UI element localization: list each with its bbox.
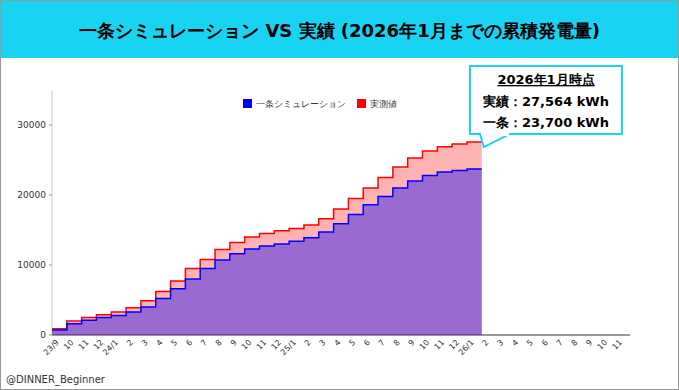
series-area <box>52 142 482 335</box>
x-tick-label: 7 <box>377 338 387 348</box>
legend-swatch <box>357 99 366 108</box>
x-tick-label: 11 <box>433 338 447 352</box>
x-tick-label: 5 <box>169 338 179 348</box>
title-band <box>1 1 678 58</box>
x-tick-label: 10 <box>418 338 432 352</box>
page-frame <box>1 1 679 390</box>
annotation: 一条：23,700 kWh <box>483 115 609 130</box>
x-tick-label: 3 <box>140 338 150 348</box>
plot-area <box>52 142 482 335</box>
x-tick-label: 11 <box>255 338 269 352</box>
x-tick-label: 10 <box>62 338 76 352</box>
title: 一条シミュレーション VS 実績 (2026年1月までの累積発電量) <box>79 20 600 41</box>
y-tick <box>49 265 52 266</box>
annotation: 実績：27,564 kWh <box>482 94 609 109</box>
x-tick-label: 10 <box>596 338 610 352</box>
x-tick-label: 2 <box>125 338 135 348</box>
y-tick <box>49 335 52 336</box>
y-tick-label: 0 <box>40 330 46 340</box>
x-tick-label: 8 <box>570 338 580 348</box>
x-tick-label: 9 <box>584 338 594 348</box>
x-tick-label: 5 <box>347 338 357 348</box>
y-tick-label: 10000 <box>17 260 46 270</box>
y-tick-label: 20000 <box>17 190 46 200</box>
x-tick-label: 26/1 <box>457 338 476 357</box>
annotation: 2026年1月時点 <box>497 72 594 87</box>
x-tick-label: 4 <box>155 338 165 348</box>
x-tick-label: 9 <box>229 338 239 348</box>
x-tick-label: 25/1 <box>279 338 298 357</box>
credit: @DINNER_Beginner <box>6 374 106 386</box>
x-tick-label: 10 <box>240 338 254 352</box>
y-tick <box>49 125 52 126</box>
series-area <box>52 169 482 335</box>
callout-box <box>470 66 622 134</box>
x-tick-label: 6 <box>184 338 194 348</box>
x-tick-label: 7 <box>199 338 209 348</box>
callout-join <box>481 132 509 136</box>
x-tick-label: 7 <box>555 338 565 348</box>
x-tick-label: 3 <box>495 338 505 348</box>
x-tick-label: 8 <box>392 338 402 348</box>
x-tick-label: 23/9 <box>42 338 61 357</box>
x-tick-label: 2 <box>303 338 313 348</box>
x-tick-label: 8 <box>214 338 224 348</box>
x-tick-label: 6 <box>362 338 372 348</box>
x-tick-label: 2 <box>481 338 491 348</box>
y-tick <box>49 195 52 196</box>
legend-label: 一条シミュレーション <box>256 99 346 109</box>
chart: 一条シミュレーション VS 実績 (2026年1月までの累積発電量) 0 10000… <box>0 0 679 390</box>
x-tick-label: 24/1 <box>101 338 120 357</box>
x-tick-label: 11 <box>610 338 624 352</box>
series-line <box>52 169 482 330</box>
x-tick-label: 4 <box>510 338 520 348</box>
y-tick-label: 30000 <box>17 120 46 130</box>
legend-label: 実測値 <box>370 99 397 109</box>
x-tick-label: 4 <box>332 338 342 348</box>
legend-swatch <box>243 99 252 108</box>
x-tick-label: 9 <box>407 338 417 348</box>
x-tick-label: 3 <box>318 338 328 348</box>
y-axis <box>52 90 53 335</box>
x-tick-label: 11 <box>77 338 91 352</box>
x-tick-label: 6 <box>540 338 550 348</box>
x-tick-label: 5 <box>525 338 535 348</box>
